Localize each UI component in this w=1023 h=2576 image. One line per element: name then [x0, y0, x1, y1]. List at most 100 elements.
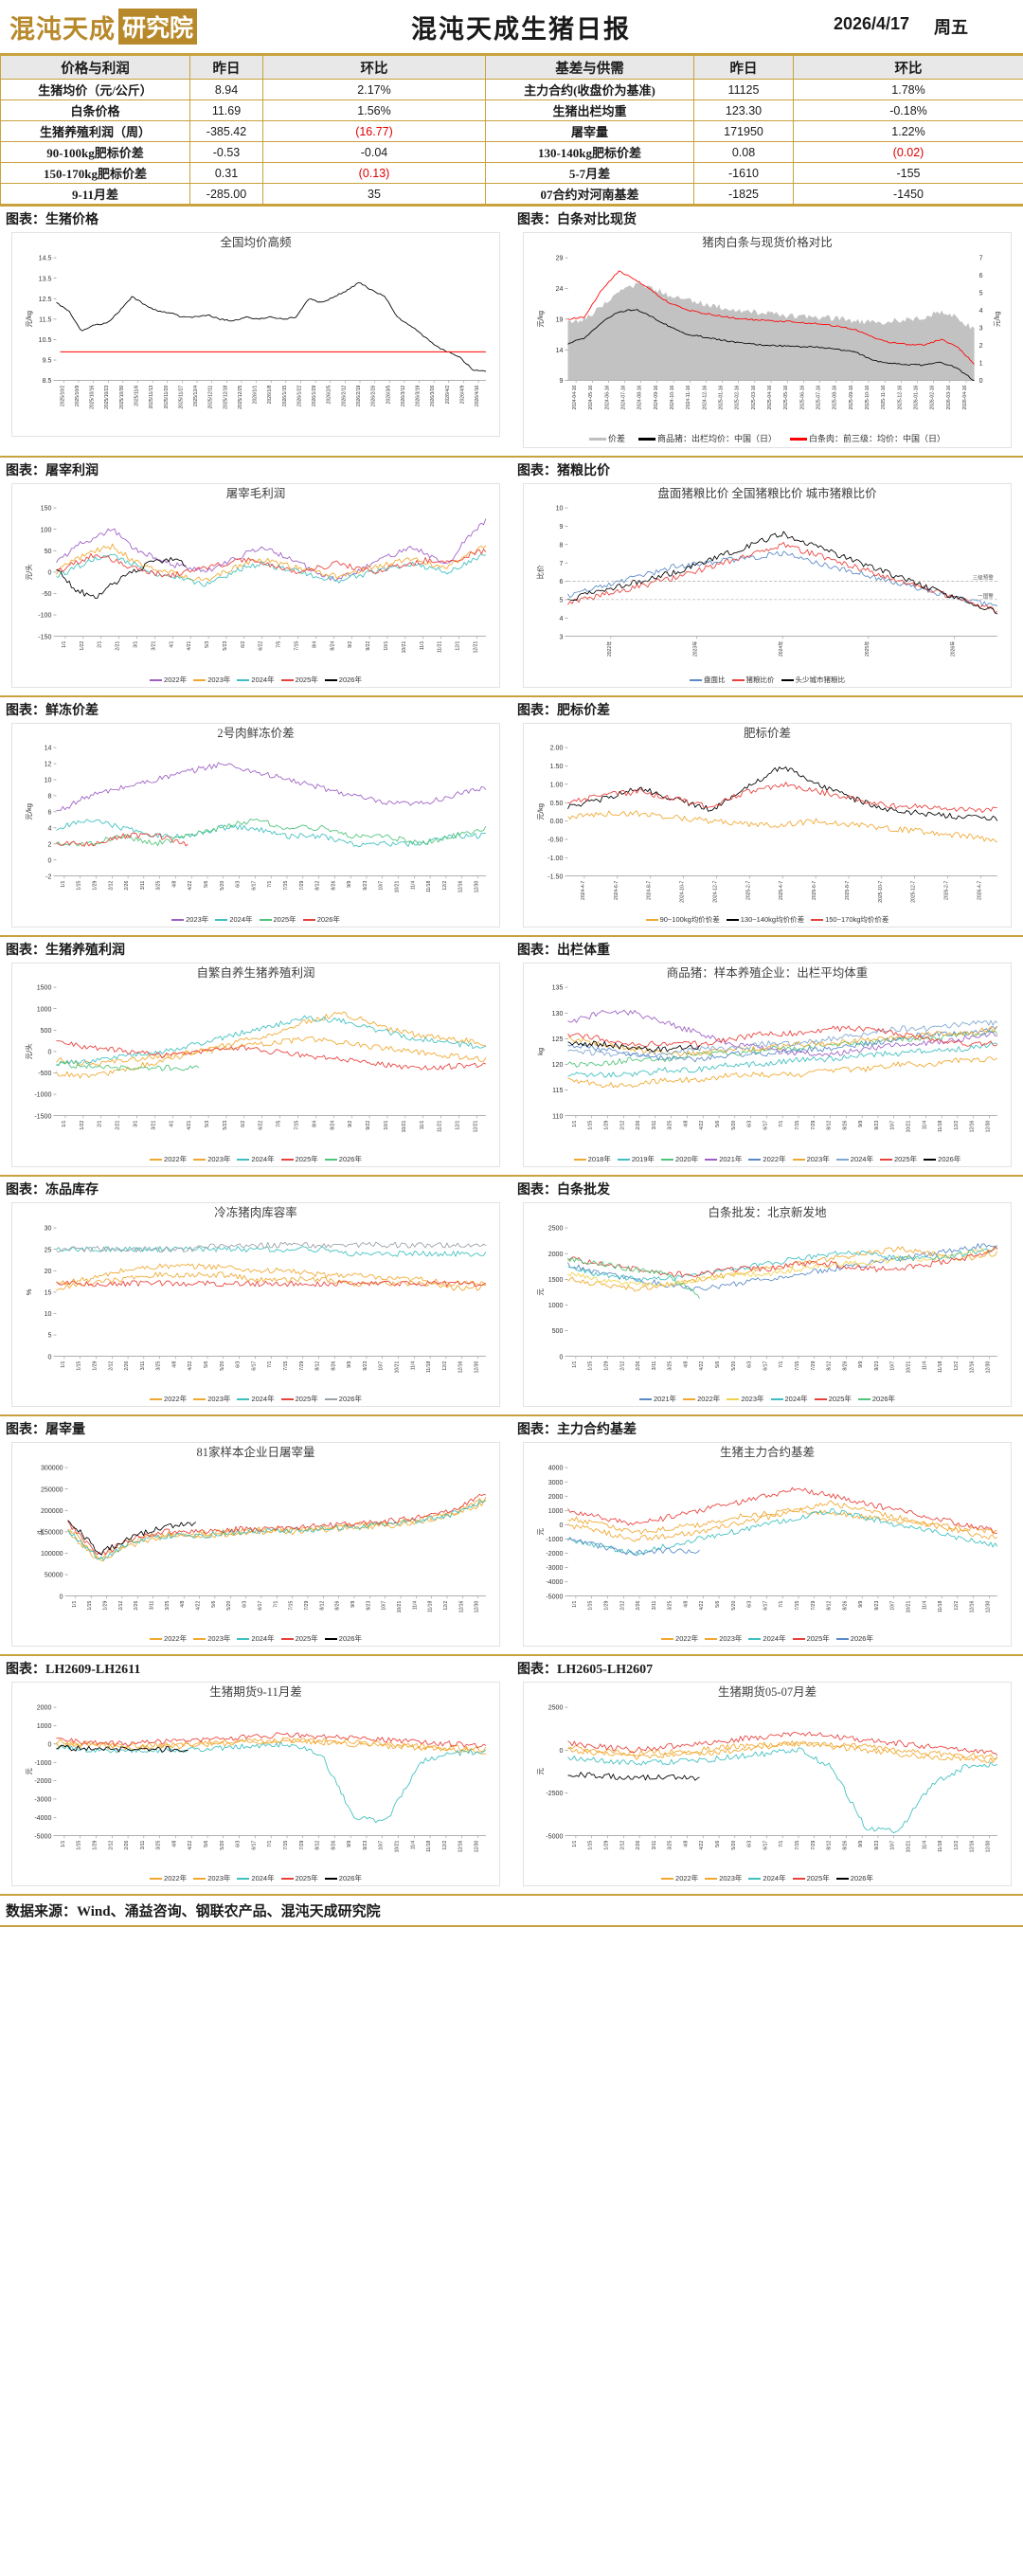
svg-text:2026/4/2: 2026/4/2: [445, 385, 451, 404]
row-label-left: 150-170kg肥标价差: [0, 162, 190, 184]
svg-text:10/7: 10/7: [890, 1840, 896, 1849]
legend-label: 猪粮比价: [745, 675, 775, 684]
legend-label: 2024年: [850, 1154, 873, 1163]
legend-label: 2023年: [207, 675, 231, 684]
svg-text:12/1: 12/1: [456, 641, 461, 651]
chart-title: 81家样本企业日屠宰量: [196, 1445, 315, 1459]
chart-plot: 2000 1000 0 -1000 -2000 -3000 -4000 -5000 元 1/1 1/…: [16, 1701, 495, 1874]
legend-swatch-icon: [857, 1397, 870, 1400]
company-logo: 混沌天成 研究院: [4, 9, 260, 45]
svg-text:4/22: 4/22: [699, 1121, 705, 1130]
svg-text:12/16: 12/16: [458, 1600, 464, 1612]
svg-text:5/6: 5/6: [715, 1600, 721, 1607]
svg-text:7: 7: [979, 254, 983, 261]
legend-label: 2018年: [587, 1154, 611, 1163]
legend-swatch-icon: [705, 1637, 718, 1640]
svg-text:9/9: 9/9: [347, 1360, 352, 1367]
table-row: 9-11月差 -285.00 35 07合约对河南基差 -1825 -1450: [0, 183, 1023, 205]
legend-item: 2024年: [770, 1395, 808, 1403]
legend-item: 90~100kg均价价差: [645, 915, 720, 924]
svg-text:0: 0: [48, 857, 52, 865]
chart-title: 冷冻猪肉库容率: [214, 1205, 297, 1219]
svg-text:-1000: -1000: [546, 1536, 563, 1543]
svg-text:12/2: 12/2: [442, 881, 448, 891]
svg-text:元/kg: 元/kg: [536, 311, 545, 328]
svg-text:2/1: 2/1: [98, 1121, 103, 1127]
svg-text:头: 头: [35, 1527, 45, 1535]
chart-container-right: 白条批发：北京新发地 2500 2000 1500 1000 500 0 元 1/1 1/15 1/…: [512, 1200, 1023, 1409]
row-label-left: 生猪均价（元/公斤）: [0, 79, 190, 100]
legend-swatch-icon: [193, 1637, 206, 1640]
legend-label: 2024年: [251, 1394, 275, 1403]
svg-text:5/20: 5/20: [731, 1360, 737, 1370]
svg-text:5/20: 5/20: [220, 1360, 225, 1370]
svg-text:3/25: 3/25: [668, 1840, 673, 1849]
svg-text:6: 6: [48, 809, 52, 817]
legend-item: 头少城市猪粮比: [781, 676, 845, 684]
svg-text:6/17: 6/17: [251, 1840, 257, 1849]
svg-text:0.00: 0.00: [550, 819, 564, 826]
chart-section: 图表：生猪养殖利润 图表：出栏体重 自繁自养生猪养殖利润 1500 1000 500 0 -5…: [0, 934, 1023, 1175]
svg-text:1/1: 1/1: [61, 881, 66, 888]
svg-text:2026/3/26: 2026/3/26: [430, 385, 436, 406]
legend-swatch-icon: [588, 438, 606, 441]
legend-swatch-icon: [683, 1397, 696, 1400]
svg-text:2025/12/18: 2025/12/18: [223, 385, 228, 408]
svg-text:2/26: 2/26: [636, 1360, 641, 1370]
svg-text:2026/3/12: 2026/3/12: [401, 385, 406, 406]
svg-text:10/21: 10/21: [906, 1121, 912, 1133]
chart-title: 生猪期货9-11月差: [209, 1684, 302, 1699]
svg-text:3/25: 3/25: [668, 1121, 673, 1130]
svg-text:2025-06-16: 2025-06-16: [799, 385, 805, 409]
svg-text:8/26: 8/26: [842, 1360, 848, 1370]
svg-text:2025-09-16: 2025-09-16: [849, 385, 854, 409]
svg-text:11/4: 11/4: [922, 1360, 927, 1370]
svg-text:1/1: 1/1: [572, 1121, 578, 1127]
svg-text:元/头: 元/头: [24, 564, 33, 581]
svg-text:2/12: 2/12: [108, 881, 114, 891]
legend-swatch-icon: [661, 1637, 674, 1640]
svg-text:3/25: 3/25: [165, 1600, 170, 1610]
svg-text:3/11: 3/11: [652, 1840, 657, 1849]
section-heading-right: 图表：白条批发: [517, 1182, 610, 1198]
svg-text:9/23: 9/23: [874, 1600, 880, 1610]
legend-swatch-icon: [661, 1158, 674, 1161]
section-heading-left: 图表：冻品库存: [6, 1182, 99, 1198]
chart-legend: 2022年 2023年 2024年 2025年 2026年: [528, 1634, 1007, 1644]
chart-plot: 29 24 19 14 9 7 6 5 4 3 2 1 0 元/kg 元/kg 2024-04-16 2024-…: [528, 251, 1007, 434]
chart-title: 商品猪：样本养殖企业：出栏平均体重: [666, 965, 869, 980]
legend-swatch-icon: [792, 1877, 805, 1880]
row-value-right: 11125: [693, 79, 794, 100]
svg-text:8/26: 8/26: [331, 1840, 336, 1849]
svg-text:2025/12/25: 2025/12/25: [238, 385, 243, 408]
svg-text:2026/1/29: 2026/1/29: [312, 385, 317, 406]
legend-swatch-icon: [690, 678, 702, 681]
svg-text:9/2: 9/2: [348, 641, 353, 648]
svg-text:8/12: 8/12: [827, 1360, 833, 1370]
svg-text:11/4: 11/4: [412, 1600, 418, 1610]
svg-text:10/7: 10/7: [890, 1121, 896, 1130]
svg-text:2025-6-7: 2025-6-7: [812, 881, 817, 900]
chart-container-left: 生猪期货9-11月差 2000 1000 0 -1000 -2000 -3000 -4000 -…: [0, 1680, 512, 1888]
chart-container-left: 自繁自养生猪养殖利润 1500 1000 500 0 -500 -1000 -1500 元/头 1…: [0, 961, 512, 1169]
row-change-right: -155: [793, 162, 1023, 184]
svg-text:10/21: 10/21: [395, 1840, 401, 1852]
svg-text:5/6: 5/6: [211, 1600, 217, 1607]
svg-text:12/30: 12/30: [474, 881, 479, 893]
row-change-left: 2.17%: [262, 79, 486, 100]
svg-text:50000: 50000: [45, 1571, 63, 1578]
chart-title: 猪肉白条与现货价格对比: [702, 236, 833, 249]
svg-text:1/15: 1/15: [588, 1600, 594, 1610]
legend-swatch-icon: [193, 1877, 206, 1880]
row-change-left: -0.04: [262, 141, 486, 163]
legend-label: 2021年: [653, 1394, 677, 1403]
svg-text:2500: 2500: [548, 1224, 564, 1232]
svg-text:1/22: 1/22: [80, 641, 85, 651]
svg-text:9/22: 9/22: [366, 641, 371, 651]
legend-swatch-icon: [835, 1637, 849, 1640]
legend-swatch-icon: [573, 1158, 586, 1161]
svg-text:0.50: 0.50: [550, 800, 564, 807]
svg-text:2025/10/2: 2025/10/2: [60, 385, 65, 406]
svg-text:1/15: 1/15: [77, 881, 82, 891]
svg-text:8.5: 8.5: [43, 377, 52, 385]
